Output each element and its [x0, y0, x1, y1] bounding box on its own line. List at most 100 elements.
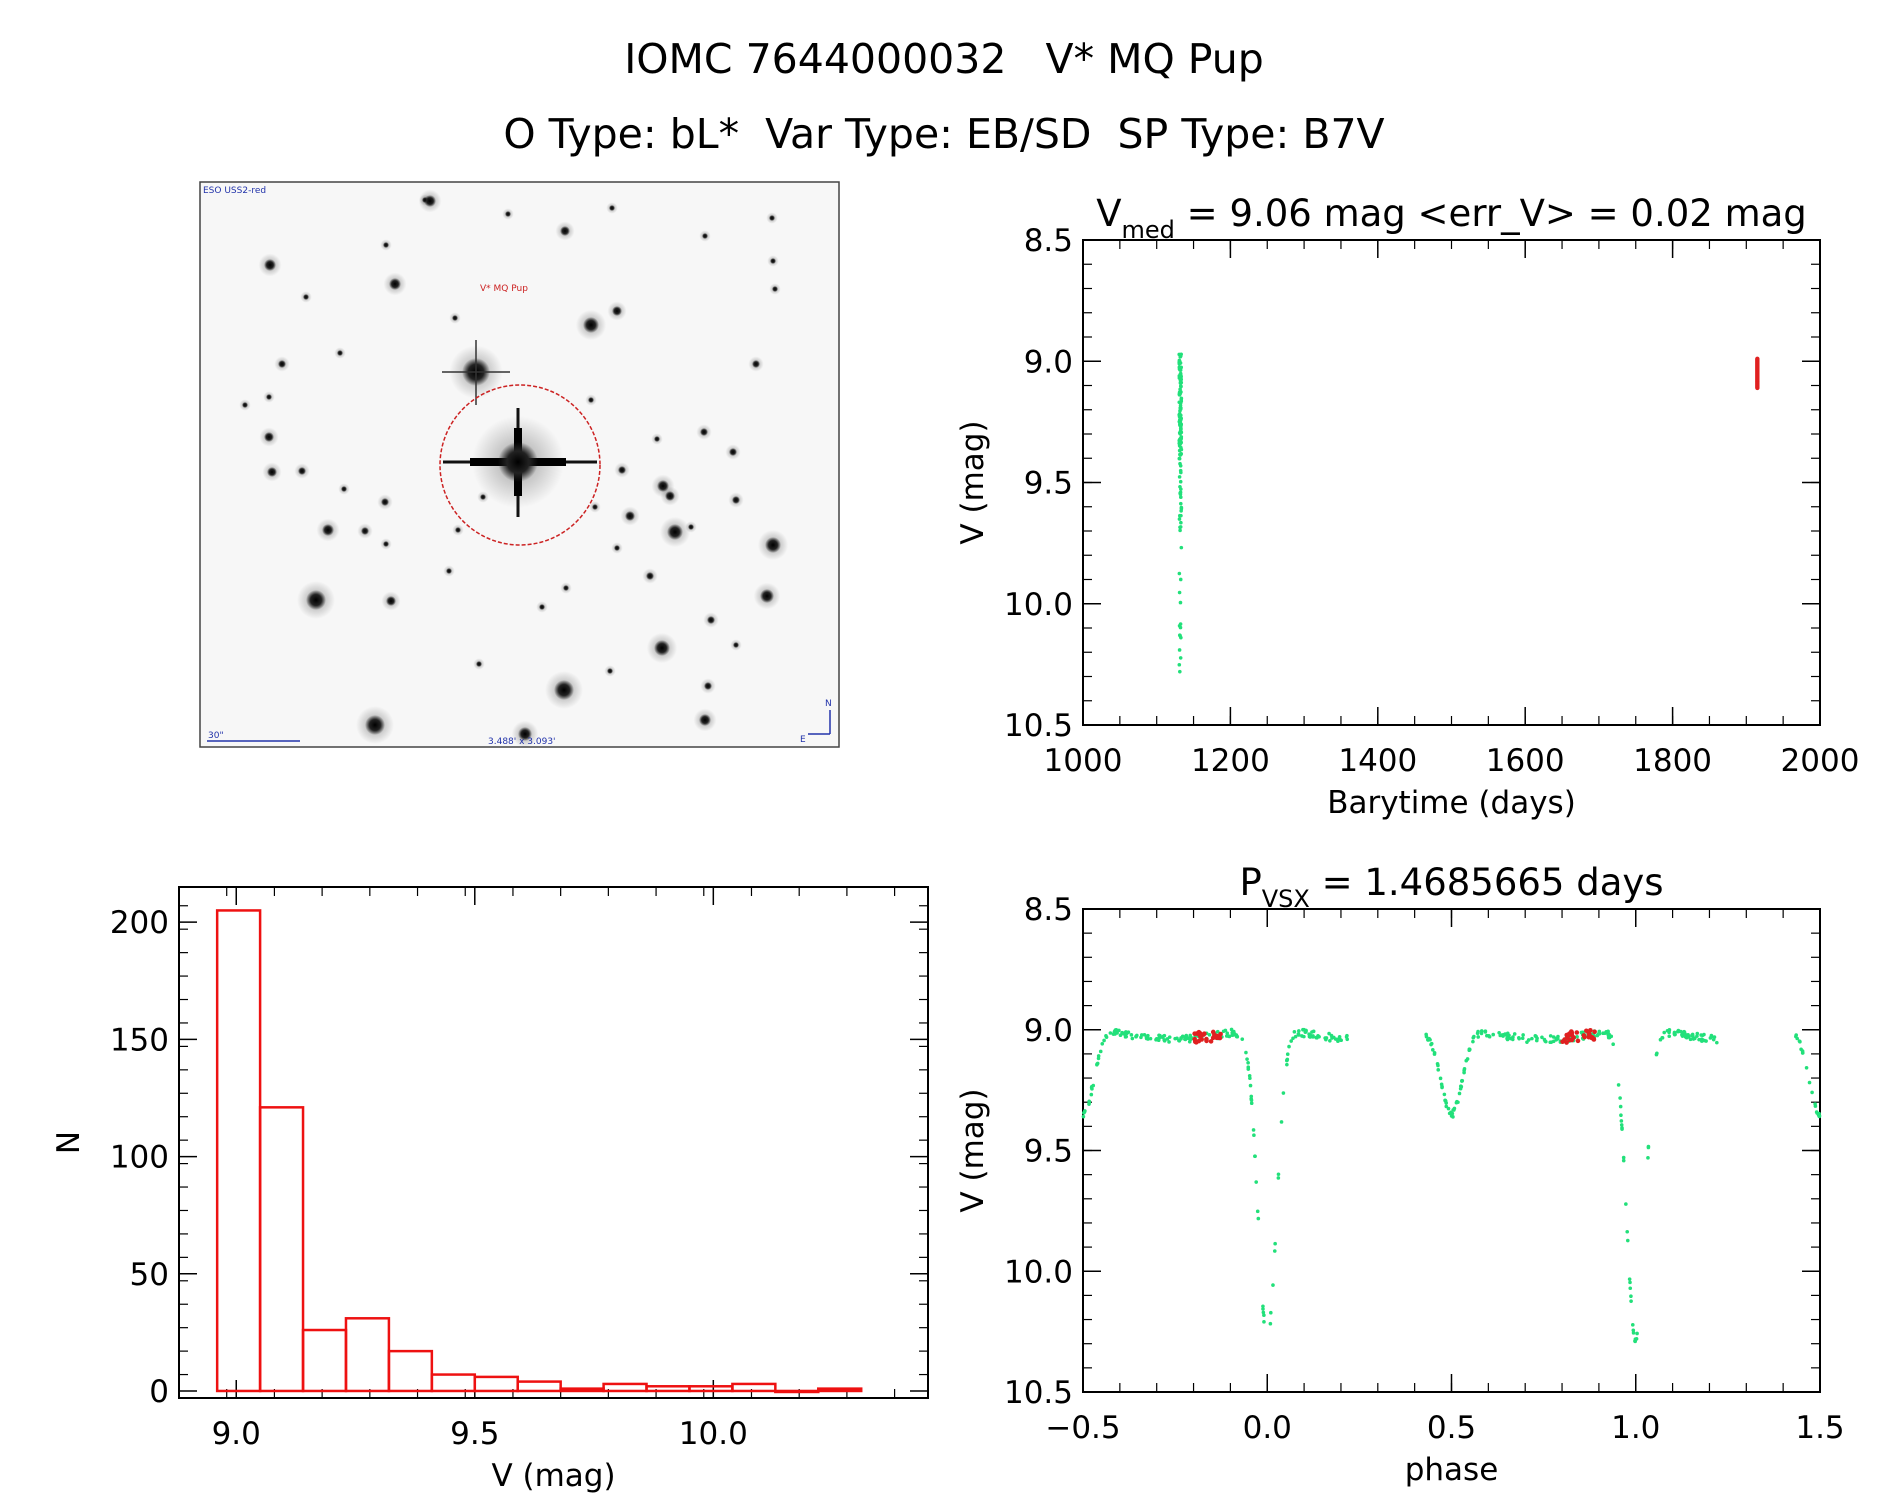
phased-point-green	[1458, 1086, 1463, 1091]
phased-point-green	[1271, 1283, 1275, 1287]
phased-point-red	[1584, 1028, 1589, 1034]
figure-title-line2: O Type: bL* Var Type: EB/SD SP Type: B7V	[503, 110, 1384, 158]
phased-point-red	[1202, 1031, 1207, 1036]
data-point-green	[1177, 358, 1182, 363]
compass	[808, 710, 831, 735]
phased-point-red	[1566, 1032, 1572, 1038]
x-tick-label: 1800	[1633, 743, 1712, 779]
phased-point-red	[1574, 1030, 1580, 1035]
data-point-green	[1177, 412, 1182, 417]
phased-point-green	[1173, 1036, 1177, 1041]
phased-point-green	[1144, 1036, 1149, 1041]
y-tick-label: 8.5	[1024, 223, 1073, 259]
star	[476, 661, 482, 667]
data-point-green	[1178, 479, 1183, 484]
phased-point-red	[1210, 1035, 1216, 1041]
histogram-bar	[473, 1375, 519, 1393]
data-point-green	[1178, 528, 1182, 533]
phased-point-green	[1120, 1031, 1125, 1035]
phased-point-green	[1471, 1039, 1475, 1044]
star	[752, 360, 760, 368]
phased-point-green	[1316, 1033, 1320, 1038]
phased-point-green	[1096, 1054, 1101, 1058]
x-axis-label: Barytime (days)	[1327, 785, 1576, 821]
phased-point-green	[1134, 1034, 1138, 1039]
phased-point-green	[1520, 1036, 1525, 1041]
phased-point-green	[1276, 1176, 1281, 1180]
star-field	[239, 189, 789, 748]
phased-point-green	[1512, 1032, 1517, 1036]
star	[760, 589, 774, 603]
phased-point-green	[1530, 1036, 1534, 1041]
y-tick-label: 50	[130, 1257, 169, 1293]
data-point-green	[1177, 456, 1182, 461]
phased-point-red	[1562, 1037, 1567, 1042]
phased-point-green	[1487, 1034, 1492, 1039]
x-tick-label: 0.0	[1243, 1410, 1292, 1446]
histogram-chart: 9.0 9.5 10.0 0 50 100 150 200 V (mag) N	[51, 886, 929, 1494]
y-axis-label: V (mag)	[955, 420, 991, 544]
y-tick-label: 200	[110, 905, 169, 941]
star	[667, 524, 683, 540]
phased-point-green	[1432, 1050, 1437, 1055]
star	[266, 394, 272, 400]
phased-point-green	[1245, 1057, 1249, 1061]
phased-point-green	[1424, 1032, 1428, 1037]
phased-point-green	[1619, 1113, 1623, 1117]
phased-point-green	[1177, 1039, 1182, 1043]
histogram-bar	[516, 1380, 562, 1393]
phased-point-green	[1691, 1037, 1696, 1041]
star	[583, 317, 599, 333]
star	[614, 545, 620, 551]
phased-point-green	[1631, 1328, 1636, 1333]
phased-point-green	[1688, 1037, 1693, 1042]
x-tick-label: −0.5	[1045, 1410, 1120, 1446]
phased-point-green	[1089, 1085, 1094, 1090]
compass-n-label: N	[825, 699, 832, 709]
star	[765, 537, 781, 553]
phased-point-green	[1665, 1028, 1670, 1033]
y-axis-label: N	[51, 1131, 87, 1154]
star	[264, 259, 276, 271]
phased-point-green	[1123, 1035, 1128, 1039]
phased-point-green	[1618, 1096, 1622, 1100]
phased-point-green	[1597, 1029, 1602, 1034]
phased-point-green	[1629, 1294, 1633, 1299]
phased-point-green	[1252, 1133, 1256, 1137]
phased-point-green	[1300, 1034, 1304, 1038]
x-tick-label: 9.0	[212, 1416, 261, 1452]
star	[770, 258, 776, 264]
phased-point-green	[1804, 1066, 1809, 1070]
phased-point-green	[1229, 1027, 1234, 1032]
phased-point-green	[1452, 1106, 1457, 1111]
phased-point-green	[1251, 1128, 1256, 1132]
phased-point-green	[1183, 1034, 1188, 1039]
phased-point-green	[1108, 1031, 1113, 1035]
data-point-green	[1179, 545, 1184, 550]
phased-point-green	[1813, 1102, 1817, 1106]
phased-point-green	[1293, 1034, 1298, 1039]
data-point-green	[1179, 399, 1184, 404]
plot-frame	[178, 886, 929, 1399]
y-tick-label: 100	[110, 1140, 169, 1176]
phased-point-green	[1497, 1031, 1501, 1035]
phased-point-green	[1646, 1156, 1650, 1160]
title-rest: = 1.4685665 days	[1310, 861, 1664, 904]
data-point-green	[1179, 487, 1183, 491]
phased-point-red	[1197, 1032, 1202, 1037]
star	[383, 242, 389, 248]
chart-title: PVSX = 1.4685665 days	[1239, 861, 1663, 913]
star	[707, 616, 715, 624]
data-point-green	[1178, 600, 1183, 605]
y-tick-label: 9.0	[1024, 344, 1073, 380]
data-point-green	[1177, 571, 1182, 576]
phased-point-green	[1327, 1031, 1331, 1036]
phased-point-green	[1807, 1080, 1812, 1085]
star	[588, 397, 594, 403]
phased-point-red	[1586, 1031, 1592, 1037]
x-tick-label: 1.0	[1611, 1410, 1660, 1446]
phased-point-green	[1262, 1320, 1266, 1324]
phased-point-green	[1139, 1033, 1144, 1037]
phased-point-green	[1625, 1229, 1630, 1234]
star	[618, 466, 626, 474]
